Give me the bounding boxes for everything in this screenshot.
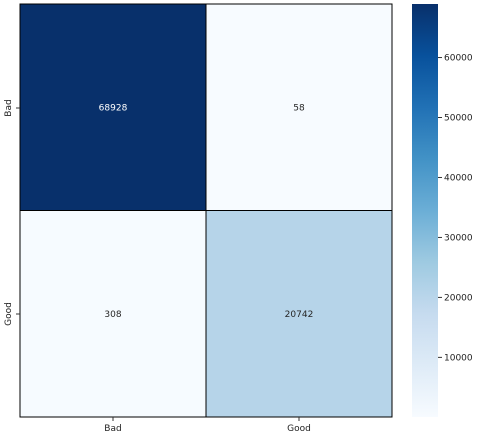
x-axis: Bad Good — [104, 417, 311, 434]
y-tick-label: Good — [4, 302, 14, 326]
heatmap-cell — [205, 210, 393, 418]
heatmap-cell — [205, 3, 393, 211]
colorbar-tick-label: 10000 — [444, 353, 473, 363]
heatmap-cells — [19, 3, 393, 418]
cell-value-labels: 68928 58 308 20742 — [99, 103, 314, 320]
colorbar-tick-label: 50000 — [444, 114, 473, 124]
heatmap-cell — [19, 210, 207, 418]
cell-value-label: 58 — [293, 103, 305, 113]
x-tick-label: Bad — [104, 424, 121, 434]
colorbar-ticks: 10000 20000 30000 40000 50000 60000 — [438, 54, 473, 363]
y-axis: Bad Good — [4, 99, 20, 326]
heatmap-cell — [19, 3, 207, 211]
colorbar-tick-label: 60000 — [444, 54, 473, 64]
cell-value-label: 308 — [104, 310, 121, 320]
colorbar-tick-label: 40000 — [444, 173, 473, 183]
x-tick-label: Good — [287, 424, 311, 434]
cell-value-label: 68928 — [99, 103, 128, 113]
y-tick-label: Bad — [4, 99, 14, 116]
colorbar-tick-label: 30000 — [444, 233, 473, 243]
colorbar: 10000 20000 30000 40000 50000 60000 — [412, 4, 473, 417]
colorbar-tick-label: 20000 — [444, 293, 473, 303]
cell-value-label: 20742 — [285, 310, 314, 320]
colorbar-gradient — [412, 4, 438, 417]
